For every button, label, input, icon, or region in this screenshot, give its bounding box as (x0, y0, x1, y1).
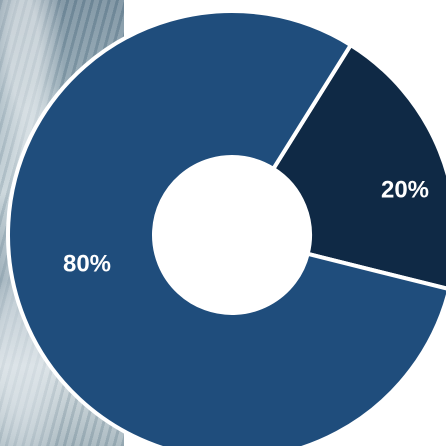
slice-label-20: 20% (381, 176, 429, 203)
label-layer: 80% 20% (63, 176, 429, 277)
slice-layer (6, 9, 446, 446)
slice-label-80: 80% (63, 250, 111, 277)
slice-80 (6, 9, 446, 446)
slice-20 (271, 43, 446, 291)
